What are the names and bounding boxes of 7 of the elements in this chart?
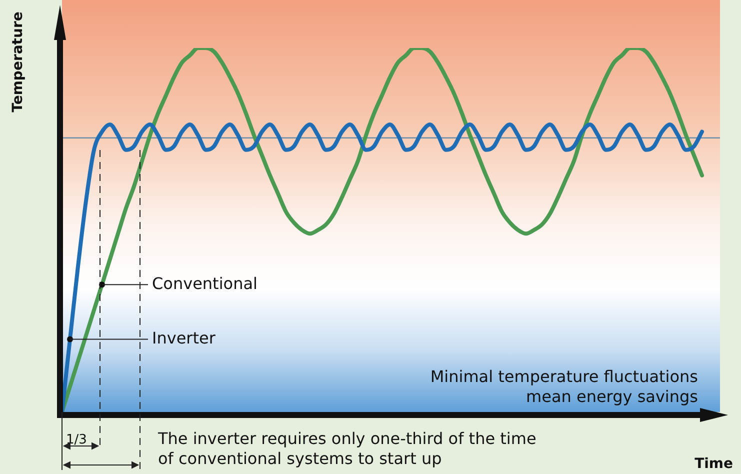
text: 1/3: [66, 432, 87, 448]
text: The inverter requires only one-third of the time of conventional systems to start up: [157, 429, 536, 468]
x-axis-title: Time: [694, 456, 733, 472]
annotation: Minimal temperature fluctuations mean energy savings: [430, 367, 698, 406]
text: Inverter: [152, 328, 216, 348]
text: Conventional: [152, 274, 258, 293]
y-axis-title: Temperature: [10, 12, 26, 112]
